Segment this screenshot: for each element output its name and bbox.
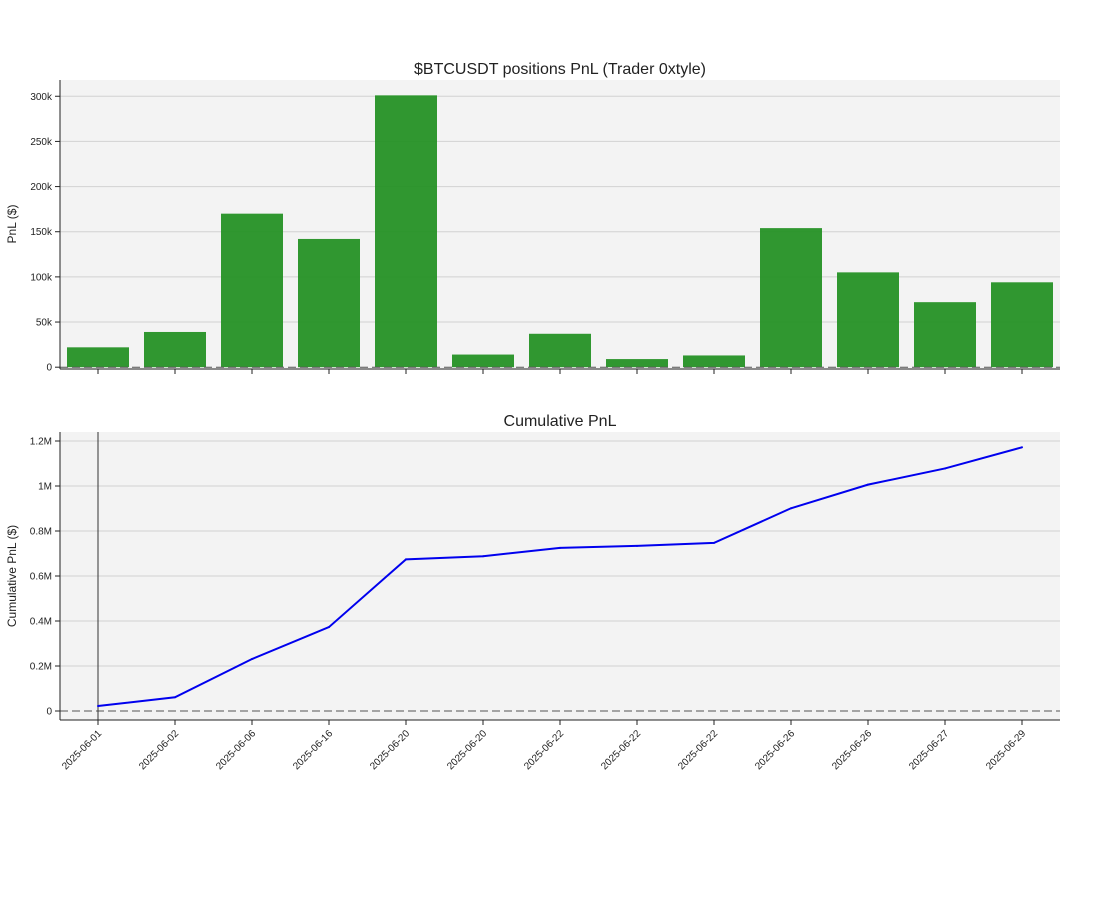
bar	[144, 331, 206, 368]
line-x-tick-label: 2025-06-27	[907, 728, 951, 772]
cumulative-pnl-point	[405, 558, 407, 561]
line-x-tick-label: 2025-06-26	[830, 728, 874, 772]
line-y-tick-label: 0.2M	[30, 662, 52, 673]
bar	[452, 354, 514, 368]
line-x-tick-label: 2025-06-20	[368, 728, 412, 772]
bar	[375, 95, 437, 368]
bar-y-tick-label: 200k	[30, 182, 53, 193]
cumulative-pnl-point	[944, 467, 946, 470]
line-x-tick-label: 2025-06-26	[753, 728, 797, 772]
bar-y-tick-label: 100k	[30, 272, 53, 283]
cumulative-pnl-point	[1021, 446, 1023, 449]
line-chart-title: Cumulative PnL	[504, 413, 617, 430]
cumulative-pnl-point	[97, 705, 99, 708]
line-y-axis-label: Cumulative PnL ($)	[5, 525, 19, 627]
line-y-tick-label: 1.2M	[30, 437, 52, 448]
line-x-tick-label: 2025-06-06	[214, 728, 258, 772]
bar-y-ticks: 0 50k 100k 150k 200k 250k 300k	[30, 92, 60, 374]
bar	[683, 355, 745, 368]
bar	[760, 228, 822, 368]
bar-y-tick-label: 50k	[36, 318, 53, 329]
line-y-tick-label: 0.8M	[30, 527, 52, 538]
cumulative-pnl-point	[482, 555, 484, 558]
bar	[606, 359, 668, 368]
line-y-ticks: 0 0.2M 0.4M 0.6M 0.8M 1M 1.2M	[30, 437, 60, 718]
pnl-bar-chart: 0 50k 100k 150k 200k 250k 300k $BTCUSDT positi…	[5, 61, 1060, 374]
cumulative-pnl-point	[790, 507, 792, 510]
bar-chart-title: $BTCUSDT positions PnL (Trader 0xtyle)	[414, 61, 706, 78]
bar	[221, 213, 283, 368]
cumulative-pnl-point	[636, 544, 638, 547]
bar	[914, 302, 976, 368]
bars	[67, 95, 1053, 368]
bar-y-tick-label: 0	[46, 363, 52, 374]
bar	[298, 238, 360, 368]
line-x-ticks: 2025-06-01 2025-06-02 2025-06-06 2025-06-16…	[60, 720, 1028, 772]
bar	[991, 282, 1053, 368]
line-y-tick-label: 0.4M	[30, 617, 52, 628]
bar-y-tick-label: 150k	[30, 227, 53, 238]
cumulative-pnl-points	[97, 446, 1023, 708]
cumulative-pnl-point	[251, 658, 253, 661]
line-x-tick-label: 2025-06-02	[137, 728, 181, 772]
line-x-tick-label: 2025-06-29	[984, 728, 1028, 772]
cumulative-pnl-point	[174, 696, 176, 699]
line-x-tick-label: 2025-06-22	[599, 728, 643, 772]
line-y-tick-label: 0	[46, 707, 52, 718]
line-x-tick-label: 2025-06-01	[60, 728, 104, 772]
line-y-tick-label: 0.6M	[30, 572, 52, 583]
cumulative-pnl-point	[867, 483, 869, 486]
bar-plot-background	[60, 80, 1060, 370]
bar-y-axis-label: PnL ($)	[5, 205, 19, 244]
line-x-tick-label: 2025-06-22	[522, 728, 566, 772]
line-x-tick-label: 2025-06-22	[676, 728, 720, 772]
line-x-tick-label: 2025-06-20	[445, 728, 489, 772]
cumulative-pnl-point	[559, 546, 561, 549]
cumulative-pnl-point	[713, 541, 715, 544]
bar-x-ticks	[97, 369, 1023, 374]
cumulative-pnl-point	[328, 626, 330, 629]
bar	[67, 347, 129, 368]
bar	[837, 272, 899, 368]
bar	[529, 333, 591, 368]
bar-y-tick-label: 300k	[30, 92, 53, 103]
line-y-tick-label: 1M	[38, 482, 52, 493]
bar-y-tick-label: 250k	[30, 137, 53, 148]
line-x-tick-label: 2025-06-16	[291, 728, 335, 772]
line-gridlines	[60, 440, 1060, 667]
